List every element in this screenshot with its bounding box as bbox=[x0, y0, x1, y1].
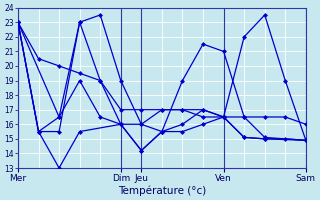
X-axis label: Température (°c): Température (°c) bbox=[118, 185, 206, 196]
